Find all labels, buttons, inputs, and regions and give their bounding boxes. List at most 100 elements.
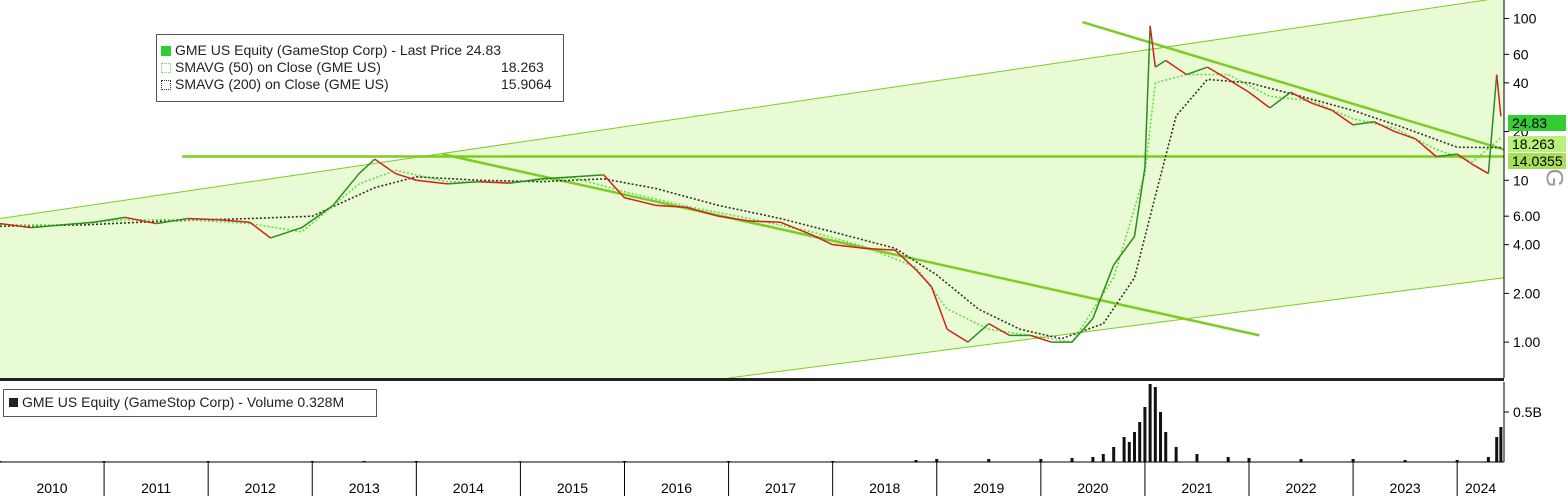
x-tick-label: 2011	[141, 480, 171, 496]
price-segment	[31, 224, 63, 229]
price-segment	[1113, 235, 1136, 266]
y-tick-label: 100	[1513, 10, 1537, 26]
price-segment	[915, 269, 933, 288]
sma200-price-tag: 14.0355	[1508, 153, 1566, 169]
legend-sma50-label: SMAVG (50) on Close (GME US)	[175, 59, 381, 75]
panel-divider	[0, 378, 1504, 381]
volume-bar	[987, 459, 991, 462]
x-tick-label: 2020	[1077, 480, 1108, 496]
price-segment	[1165, 59, 1187, 76]
price-segment	[988, 323, 1010, 337]
price-segment	[749, 220, 781, 224]
price-segment	[509, 178, 542, 184]
y-tick-label: 60	[1513, 46, 1529, 62]
volume-bar	[1138, 422, 1142, 462]
price-segment	[624, 197, 656, 207]
legend-price-row: GME US Equity (GameStop Corp) - Last Pri…	[161, 42, 501, 59]
legend-sma200-label: SMAVG (200) on Close (GME US)	[175, 76, 389, 92]
price-segment	[0, 222, 32, 229]
x-tick-label: 2022	[1285, 480, 1316, 496]
price-segment	[1373, 121, 1396, 133]
volume-bar	[1159, 412, 1163, 462]
volume-bar	[1143, 407, 1147, 462]
price-segment	[374, 158, 396, 175]
channel-lower-line	[728, 277, 1505, 379]
price-segment	[572, 174, 604, 178]
volume-tick-label: 0.5B	[1513, 404, 1542, 420]
x-tick-label: 2016	[661, 480, 692, 496]
price-segment	[358, 158, 376, 175]
volume-bar	[1164, 432, 1168, 462]
volume-y-axis: 0.5B	[1503, 382, 1542, 462]
price-segment	[1092, 264, 1115, 319]
x-tick-label: 2015	[557, 480, 588, 496]
legend-price-swatch	[161, 46, 171, 56]
x-tick-label: 2018	[869, 480, 900, 496]
volume-bar	[1127, 442, 1131, 462]
volume-bar	[1122, 437, 1126, 462]
volume-bar	[1455, 460, 1459, 462]
x-tick-label: 2019	[973, 480, 1004, 496]
y-tick-label: 4.00	[1513, 237, 1540, 253]
legend-sma200-value: 15.9064	[501, 76, 552, 92]
price-segment	[124, 216, 157, 225]
panel-divider-bar	[0, 378, 1504, 381]
x-tick-label: 2012	[245, 480, 276, 496]
y-tick-label: 2.00	[1513, 285, 1540, 301]
price-segment	[1456, 153, 1474, 166]
price-segment	[270, 226, 303, 239]
volume-bar	[1070, 458, 1074, 462]
volume-bar	[1299, 459, 1303, 462]
x-tick-label: 2024	[1465, 480, 1496, 496]
price-segment	[863, 247, 896, 251]
volume-bar	[1499, 427, 1503, 462]
price-segment	[156, 217, 188, 225]
x-tick-label: 2017	[765, 480, 796, 496]
price-segment	[1331, 109, 1354, 126]
sma50-price-tag: 18.263	[1508, 136, 1566, 152]
volume-bar	[1148, 384, 1152, 462]
price-segment	[395, 172, 417, 181]
x-tick-label: 2013	[349, 480, 380, 496]
price-series	[0, 25, 1502, 343]
y-tick-label: 6.00	[1513, 208, 1540, 224]
price-segment	[93, 216, 126, 224]
price-segment	[1495, 74, 1502, 117]
price-segment	[894, 249, 917, 271]
price-segment	[1154, 59, 1167, 68]
legend-sma200-swatch	[161, 80, 171, 90]
channel-fill	[0, 0, 1504, 378]
last-price-tag: 24.83	[1508, 115, 1566, 131]
price-segment	[1248, 91, 1271, 109]
series-last-price	[0, 25, 1502, 343]
price-segment	[416, 179, 448, 185]
volume-bar	[914, 460, 918, 462]
price-segment	[1436, 153, 1458, 158]
volume-bar	[1133, 432, 1137, 462]
price-segment	[478, 180, 511, 184]
price-segment	[301, 204, 334, 229]
price-segment	[447, 180, 479, 185]
x-tick-label: 2014	[453, 480, 484, 496]
volume-bar	[935, 459, 939, 462]
price-segment	[1144, 25, 1151, 168]
volume-legend-label: GME US Equity (GameStop Corp) - Volume 0…	[22, 394, 345, 410]
legend-price-label: GME US Equity (GameStop Corp) - Last Pri…	[175, 42, 463, 58]
volume-bar	[1039, 459, 1043, 462]
x-tick-label: 2023	[1390, 480, 1421, 496]
price-segment	[1472, 163, 1489, 175]
trendline-1	[442, 152, 1260, 337]
y-tick-label: 1.00	[1513, 334, 1540, 350]
price-segment	[780, 221, 813, 236]
price-segment	[1071, 317, 1094, 343]
volume-bar	[1403, 460, 1407, 462]
volume-legend: GME US Equity (GameStop Corp) - Volume 0…	[3, 389, 377, 417]
price-segment	[249, 221, 272, 239]
price-segment	[1269, 91, 1292, 109]
price-segment	[62, 221, 94, 226]
y-tick-label: 40	[1513, 75, 1529, 91]
legend-sma200-row: SMAVG (200) on Close (GME US) 15.9064	[161, 76, 552, 93]
volume-legend-swatch	[9, 398, 18, 407]
price-segment	[655, 204, 687, 209]
